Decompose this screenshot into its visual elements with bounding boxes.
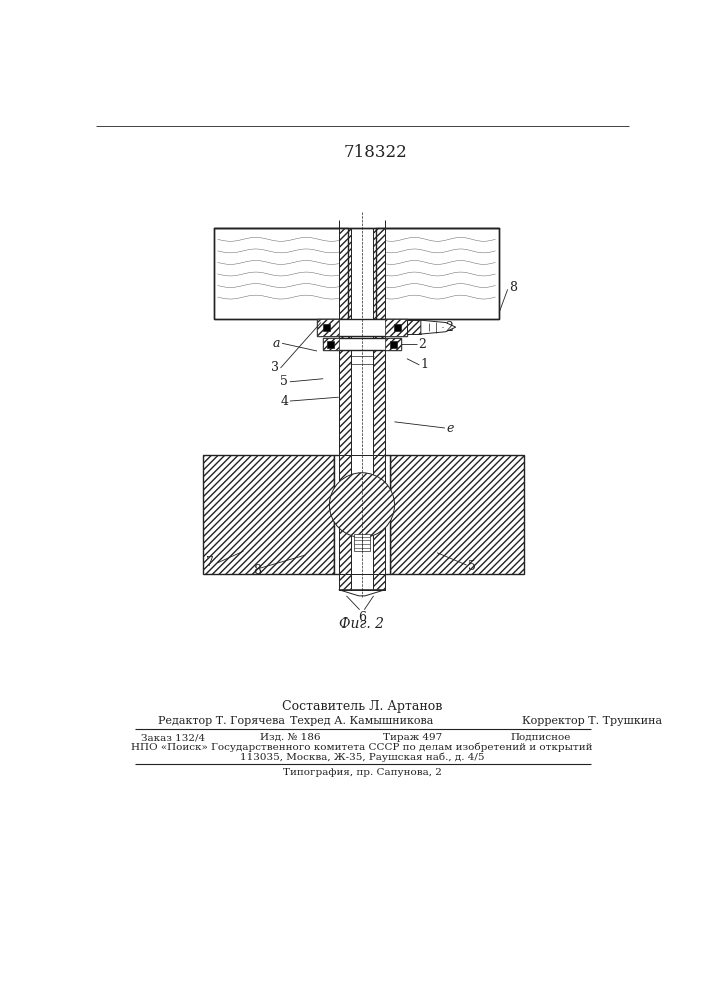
Bar (203, 455, 334, 574)
Text: 6: 6 (358, 611, 366, 624)
Bar (373, 574, 385, 590)
Text: Корректор Т. Трушкина: Корректор Т. Трушкина (522, 716, 662, 726)
Circle shape (329, 473, 395, 537)
Bar (354, 534, 370, 551)
Text: 1: 1 (420, 358, 428, 371)
Bar (394, 324, 401, 331)
Bar (351, 350, 373, 455)
Polygon shape (421, 320, 456, 334)
Bar (351, 228, 373, 447)
Bar (385, 338, 401, 350)
Text: е: е (446, 422, 454, 434)
Bar (339, 455, 351, 574)
Bar (351, 455, 373, 574)
Bar (407, 320, 421, 334)
Text: 8: 8 (252, 564, 261, 577)
Text: Фиг. 2: Фиг. 2 (339, 617, 385, 631)
Text: 7: 7 (206, 556, 214, 569)
Text: Техред А. Камышникова: Техред А. Камышникова (291, 716, 433, 726)
Text: Типография, пр. Сапунова, 2: Типография, пр. Сапунова, 2 (283, 768, 441, 777)
Text: Заказ 132/4: Заказ 132/4 (141, 733, 205, 742)
Bar (334, 455, 390, 574)
Text: 718322: 718322 (344, 144, 407, 161)
Text: 113035, Москва, Ж-35, Раушская наб., д. 4/5: 113035, Москва, Ж-35, Раушская наб., д. … (240, 752, 484, 762)
Text: Тираж 497: Тираж 497 (383, 733, 442, 742)
Bar (339, 350, 351, 455)
Text: 5: 5 (468, 560, 476, 573)
Text: 8: 8 (509, 281, 518, 294)
Bar (373, 455, 385, 574)
Bar (323, 324, 330, 331)
Polygon shape (339, 590, 385, 596)
Text: Редактор Т. Горячева: Редактор Т. Горячева (158, 716, 285, 726)
Text: 2: 2 (445, 321, 452, 334)
Text: 3: 3 (271, 361, 279, 374)
Bar (351, 574, 373, 590)
Text: а: а (273, 337, 281, 350)
Bar (339, 228, 351, 447)
Bar (373, 228, 385, 447)
Bar (317, 319, 339, 336)
Bar (373, 350, 385, 455)
Bar (323, 338, 339, 350)
Text: 5: 5 (281, 375, 288, 388)
Text: Составитель Л. Артанов: Составитель Л. Артанов (282, 700, 442, 713)
Bar (339, 574, 351, 590)
Bar (390, 341, 397, 348)
Bar (327, 341, 334, 348)
Bar (385, 319, 407, 336)
Text: 4: 4 (280, 395, 288, 408)
Text: Изд. № 186: Изд. № 186 (260, 733, 321, 742)
Bar (390, 455, 524, 574)
Text: 2: 2 (419, 338, 426, 351)
Bar (317, 319, 407, 336)
Text: НПО «Поиск» Государственного комитета СССР по делам изобретений и открытий: НПО «Поиск» Государственного комитета СС… (132, 743, 592, 752)
Bar (214, 228, 348, 319)
Bar (376, 228, 499, 319)
Bar (323, 338, 401, 350)
Text: Подписное: Подписное (510, 733, 571, 742)
